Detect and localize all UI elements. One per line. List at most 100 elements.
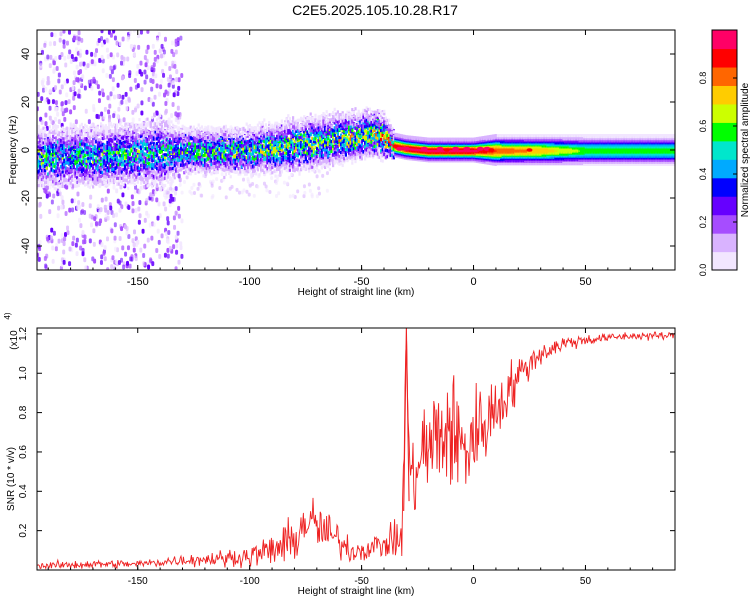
spectrogram-cell <box>160 149 163 153</box>
spectrogram-cell <box>245 151 248 155</box>
spectrogram-cell <box>113 94 117 100</box>
spectrogram-cell <box>104 145 107 149</box>
spectrogram-cell <box>236 141 239 146</box>
spectrogram-cell <box>52 230 56 236</box>
spectrogram-cell <box>239 149 242 153</box>
spectrogram-cell <box>157 178 160 182</box>
spectrogram-cell <box>96 84 100 90</box>
spectrogram-cell <box>170 146 173 150</box>
spectrogram-cell <box>53 151 56 155</box>
spectrogram-cell <box>71 135 74 139</box>
spectrogram-cell <box>143 147 146 151</box>
spectrogram-cell <box>212 142 215 147</box>
spectrogram-cell <box>200 157 203 162</box>
spectrogram-cell <box>95 133 98 138</box>
spectrogram-cell <box>86 63 90 69</box>
spectrogram-cell <box>151 150 154 154</box>
spectrogram-cell <box>204 140 207 144</box>
spectrogram-cell <box>108 103 112 109</box>
spectrogram-cell <box>252 164 255 168</box>
spectrogram-cell <box>106 210 110 216</box>
spectrogram-cell <box>56 146 59 150</box>
spectrogram-cell <box>103 150 106 155</box>
spectrogram-cell <box>81 201 85 207</box>
spectrogram-cell <box>109 131 112 136</box>
spectrogram-cell <box>106 135 109 139</box>
spectrogram-cell <box>240 127 243 131</box>
spectrogram-cell <box>128 263 132 269</box>
spectrogram-cell <box>73 91 77 97</box>
spectrogram-cell <box>53 156 56 160</box>
spectrogram-cell <box>140 150 143 154</box>
spectrogram-cell <box>56 177 59 181</box>
spectrogram-cell <box>127 140 130 144</box>
spectrogram-cell <box>149 192 153 198</box>
spectrogram-cell <box>112 169 115 174</box>
spectrogram-cell <box>247 151 250 155</box>
spectrogram-cell <box>166 247 170 253</box>
spectrogram-cell <box>210 154 213 158</box>
spectrogram-cell <box>77 163 80 167</box>
spectrogram-cell <box>164 172 167 176</box>
spectrogram-cell <box>109 175 112 179</box>
spectrogram-cell <box>109 205 113 211</box>
spectrogram-cell <box>84 153 87 157</box>
spectrogram-cell <box>124 131 127 135</box>
spectrogram-cell <box>72 170 75 174</box>
spectrogram-cell <box>246 177 250 182</box>
spectrogram-cell <box>87 153 90 157</box>
spectrogram-cell <box>236 146 239 150</box>
spectrogram-cell <box>53 41 57 47</box>
spectrogram-cell <box>66 151 69 155</box>
spectrogram-cell <box>76 127 79 131</box>
spectrogram-cell <box>115 40 119 46</box>
spectrogram-cell <box>196 156 199 161</box>
spectrogram-cell <box>88 238 92 244</box>
spectrogram-cell <box>218 134 221 138</box>
spectrogram-cell <box>199 146 202 150</box>
spectrogram-cell <box>180 168 183 172</box>
spectrogram-cell <box>167 180 170 184</box>
spectrogram-cell <box>240 190 244 195</box>
spectrogram-cell <box>47 143 50 148</box>
spectrogram-cell <box>252 135 255 139</box>
spectrogram-cell <box>165 153 168 157</box>
spectrogram-cell <box>116 173 119 177</box>
spectrogram-cell <box>84 172 87 176</box>
spectrogram-cell <box>125 142 128 147</box>
spectrogram-cell <box>48 135 51 139</box>
spectrogram-cell <box>242 155 245 159</box>
spectrogram-cell <box>88 169 91 173</box>
spectrogram-cell <box>122 172 125 176</box>
spectrogram-cell <box>71 151 74 155</box>
spectrogram-cell <box>124 159 127 163</box>
spectrogram-cell <box>84 137 87 141</box>
spectrogram-cell <box>139 247 143 253</box>
spectrogram-cell <box>55 151 58 155</box>
spectrogram-cell <box>146 44 150 50</box>
spectrogram-cell <box>302 184 306 189</box>
spectrogram-cell <box>136 103 140 109</box>
spectrogram-cell <box>127 131 130 135</box>
spectrogram-cell <box>218 151 221 156</box>
spectrogram-cell <box>100 54 104 60</box>
spectrogram-cell <box>79 68 83 74</box>
spectrogram-cell <box>141 162 144 166</box>
spectrogram-cell <box>170 112 174 118</box>
spectrogram-cell <box>47 157 50 161</box>
spectrogram-cell <box>106 188 110 194</box>
spectrogram-cell <box>106 151 109 155</box>
spectrogram-cell <box>80 129 83 133</box>
spectrogram-cell <box>194 139 197 143</box>
spectrogram-cell <box>166 216 170 222</box>
spectrogram-cell <box>74 180 77 184</box>
spectrogram-cell <box>90 134 93 138</box>
spectrogram-cell <box>49 54 53 60</box>
spectrogram-cell <box>75 77 79 83</box>
spectrogram-cell <box>149 163 152 167</box>
spectrogram-cell <box>136 139 139 144</box>
spectrogram-cell <box>164 157 167 161</box>
spectrogram-cell <box>53 182 56 186</box>
spectrogram-cell <box>247 132 250 136</box>
spectrogram-cell <box>178 164 181 168</box>
